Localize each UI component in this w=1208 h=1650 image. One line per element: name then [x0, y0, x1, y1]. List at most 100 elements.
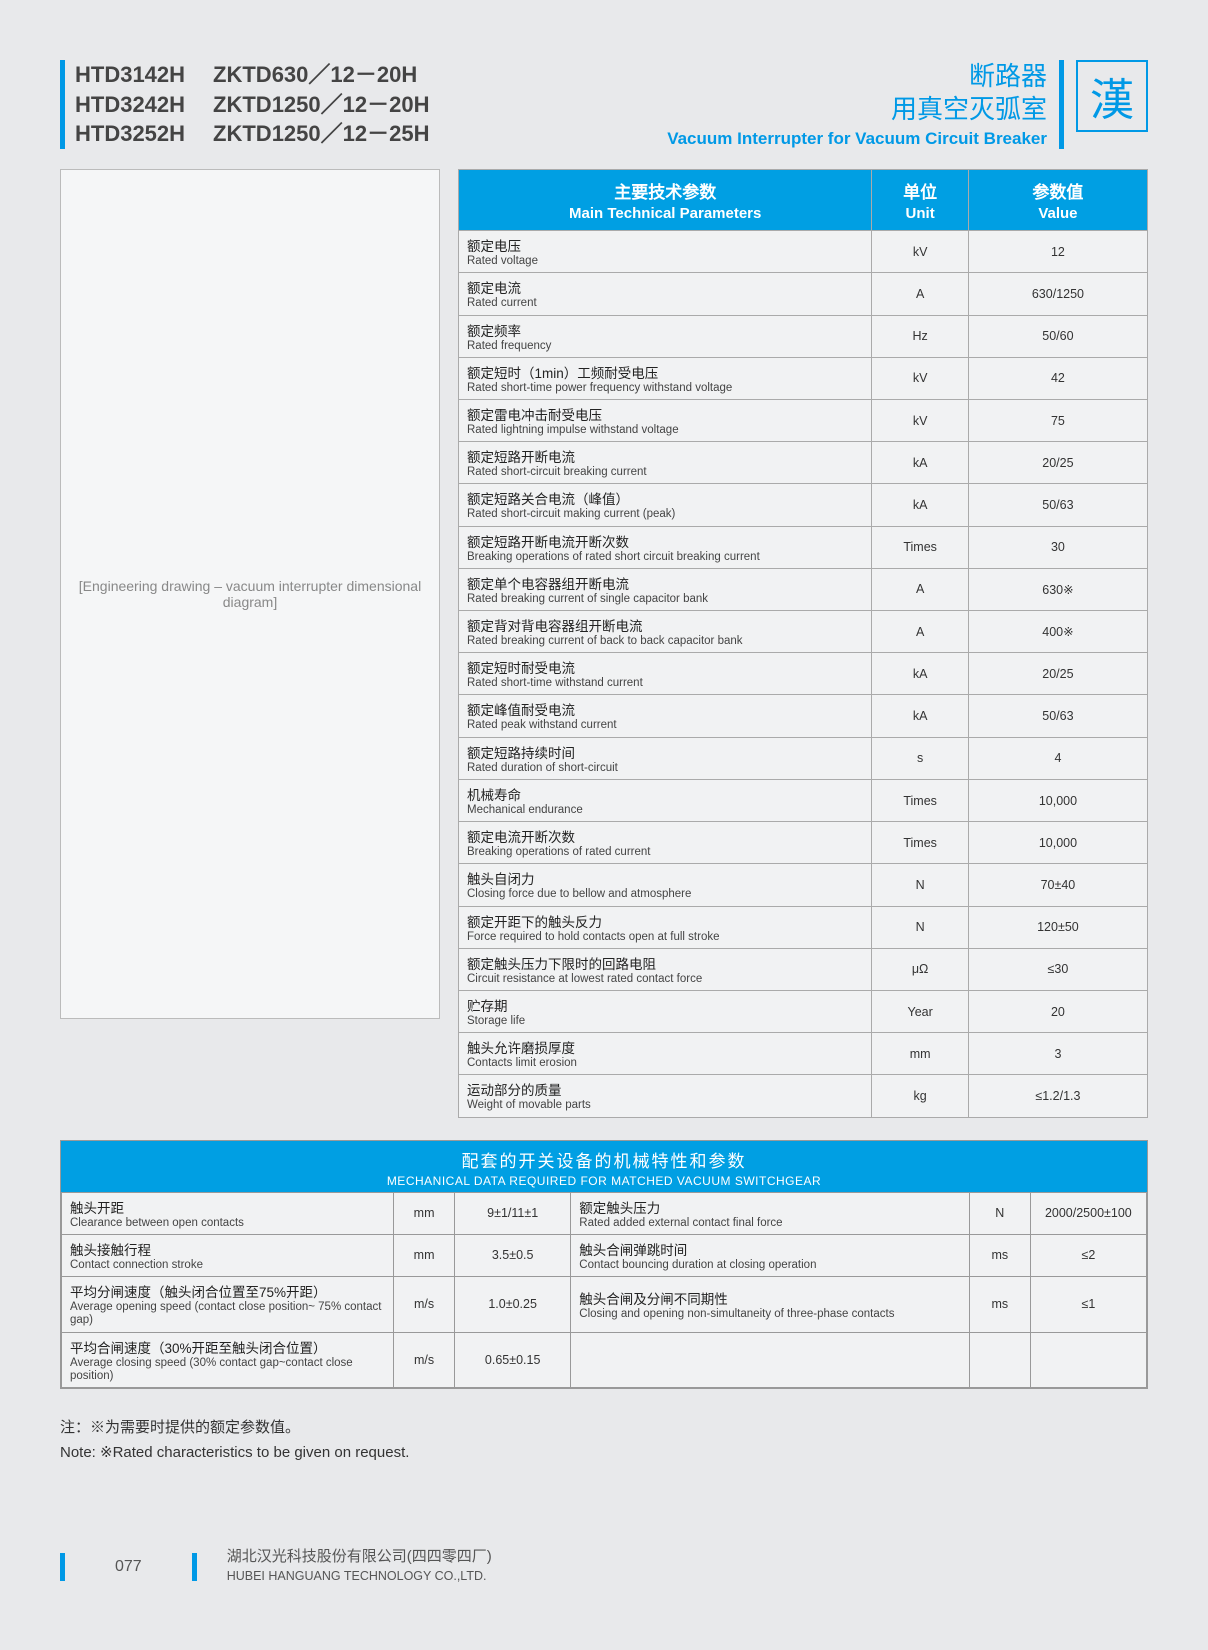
param-value: 20 [968, 991, 1147, 1033]
page-footer: 077 湖北汉光科技股份有限公司(四四零四厂) HUBEI HANGUANG T… [60, 1548, 1148, 1586]
table-row: 额定短时（1min）工频耐受电压Rated short-time power f… [459, 357, 1148, 399]
title-cn-line: 用真空灭弧室 [667, 93, 1047, 126]
param-unit: kA [872, 695, 968, 737]
param-unit: Times [872, 526, 968, 568]
mech-unit: mm [394, 1192, 455, 1234]
header: HTD3142HZKTD630／12－20H HTD3242HZKTD1250／… [60, 60, 1148, 149]
accent-bar-icon [60, 1553, 65, 1581]
param-value: 630/1250 [968, 273, 1147, 315]
mech-name: 触头合闸及分闸不同期性Closing and opening non-simul… [571, 1277, 970, 1332]
mech-name [571, 1332, 970, 1387]
params-col-header: 参数值Value [968, 170, 1147, 231]
mech-value: 0.65±0.15 [455, 1332, 571, 1387]
param-unit: Year [872, 991, 968, 1033]
title-en: Vacuum Interrupter for Vacuum Circuit Br… [667, 129, 1047, 149]
table-row: 额定频率Rated frequencyHz50/60 [459, 315, 1148, 357]
param-value: 50/63 [968, 695, 1147, 737]
mech-unit: ms [969, 1234, 1030, 1276]
params-col-header: 主要技术参数Main Technical Parameters [459, 170, 872, 231]
mech-name: 额定触头压力Rated added external contact final… [571, 1192, 970, 1234]
table-row: 额定电流开断次数Breaking operations of rated cur… [459, 822, 1148, 864]
mech-unit: m/s [394, 1277, 455, 1332]
table-row: 额定短路开断电流开断次数Breaking operations of rated… [459, 526, 1148, 568]
accent-bar-icon [192, 1553, 197, 1581]
table-row: 额定单个电容器组开断电流Rated breaking current of si… [459, 568, 1148, 610]
param-value: 20/25 [968, 653, 1147, 695]
param-value: 120±50 [968, 906, 1147, 948]
table-row: 触头允许磨损厚度Contacts limit erosionmm3 [459, 1033, 1148, 1075]
table-row: 触头开距Clearance between open contactsmm9±1… [62, 1192, 1147, 1234]
param-unit: kV [872, 357, 968, 399]
param-unit: μΩ [872, 948, 968, 990]
param-unit: kA [872, 484, 968, 526]
mech-name: 触头合闸弹跳时间Contact bouncing duration at clo… [571, 1234, 970, 1276]
mech-value: ≤1 [1030, 1277, 1146, 1332]
param-name: 额定频率Rated frequency [459, 315, 872, 357]
param-value: 4 [968, 737, 1147, 779]
param-name: 额定峰值耐受电流Rated peak withstand current [459, 695, 872, 737]
table-row: 贮存期Storage lifeYear20 [459, 991, 1148, 1033]
param-name: 额定开距下的触头反力Force required to hold contact… [459, 906, 872, 948]
mech-name: 平均分闸速度（触头闭合位置至75%开距）Average opening spee… [62, 1277, 394, 1332]
mech-name: 平均合闸速度（30%开距至触头闭合位置）Average closing spee… [62, 1332, 394, 1387]
table-row: 额定短时耐受电流Rated short-time withstand curre… [459, 653, 1148, 695]
mech-unit: ms [969, 1277, 1030, 1332]
company-info: 湖北汉光科技股份有限公司(四四零四厂) HUBEI HANGUANG TECHN… [227, 1548, 492, 1586]
table-row: 额定峰值耐受电流Rated peak withstand currentkA50… [459, 695, 1148, 737]
param-unit: N [872, 906, 968, 948]
param-name: 额定雷电冲击耐受电压Rated lightning impulse withst… [459, 399, 872, 441]
mech-name: 触头开距Clearance between open contacts [62, 1192, 394, 1234]
table-row: 额定背对背电容器组开断电流Rated breaking current of b… [459, 611, 1148, 653]
note-cn: 注：※为需要时提供的额定参数值。 [60, 1415, 1148, 1441]
param-name: 贮存期Storage life [459, 991, 872, 1033]
table-row: 平均合闸速度（30%开距至触头闭合位置）Average closing spee… [62, 1332, 1147, 1387]
table-row: 额定短路开断电流Rated short-circuit breaking cur… [459, 442, 1148, 484]
model-list: HTD3142HZKTD630／12－20H HTD3242HZKTD1250／… [60, 60, 429, 149]
mech-value [1030, 1332, 1146, 1387]
param-unit: kg [872, 1075, 968, 1117]
table-row: 额定雷电冲击耐受电压Rated lightning impulse withst… [459, 399, 1148, 441]
param-unit: kA [872, 442, 968, 484]
param-value: 50/63 [968, 484, 1147, 526]
param-unit: kV [872, 231, 968, 273]
param-name: 额定短路开断电流开断次数Breaking operations of rated… [459, 526, 872, 568]
parameters-table: 主要技术参数Main Technical Parameters 单位Unit 参… [458, 169, 1148, 1118]
param-value: 30 [968, 526, 1147, 568]
param-unit: N [872, 864, 968, 906]
param-name: 额定电流Rated current [459, 273, 872, 315]
param-value: 3 [968, 1033, 1147, 1075]
param-unit: kV [872, 399, 968, 441]
table-row: 额定短路持续时间Rated duration of short-circuits… [459, 737, 1148, 779]
mechanical-table: 触头开距Clearance between open contactsmm9±1… [61, 1192, 1147, 1388]
table-row: 平均分闸速度（触头闭合位置至75%开距）Average opening spee… [62, 1277, 1147, 1332]
param-unit: kA [872, 653, 968, 695]
table-row: 触头接触行程Contact connection strokemm3.5±0.5… [62, 1234, 1147, 1276]
table-row: 额定触头压力下限时的回路电阻Circuit resistance at lowe… [459, 948, 1148, 990]
model-code: ZKTD1250／12－25H [213, 119, 429, 149]
page-number: 077 [95, 1558, 162, 1576]
param-value: 10,000 [968, 822, 1147, 864]
mech-unit [969, 1332, 1030, 1387]
drawing-placeholder: [Engineering drawing – vacuum interrupte… [60, 169, 440, 1019]
mech-name: 触头接触行程Contact connection stroke [62, 1234, 394, 1276]
note-en: Note: ※Rated characteristics to be given… [60, 1440, 1148, 1466]
mech-value: ≤2 [1030, 1234, 1146, 1276]
param-name: 额定背对背电容器组开断电流Rated breaking current of b… [459, 611, 872, 653]
param-name: 触头允许磨损厚度Contacts limit erosion [459, 1033, 872, 1075]
title-cn-line: 断路器 [667, 60, 1047, 93]
param-name: 额定短路开断电流Rated short-circuit breaking cur… [459, 442, 872, 484]
mech-value: 2000/2500±100 [1030, 1192, 1146, 1234]
model-code: HTD3242H [75, 90, 185, 120]
engineering-drawing: [Engineering drawing – vacuum interrupte… [60, 169, 440, 1118]
param-value: ≤30 [968, 948, 1147, 990]
param-name: 额定短路持续时间Rated duration of short-circuit [459, 737, 872, 779]
param-unit: s [872, 737, 968, 779]
param-name: 额定短时（1min）工频耐受电压Rated short-time power f… [459, 357, 872, 399]
notes: 注：※为需要时提供的额定参数值。 Note: ※Rated characteri… [60, 1415, 1148, 1466]
param-unit: Hz [872, 315, 968, 357]
param-unit: A [872, 611, 968, 653]
param-unit: A [872, 568, 968, 610]
mech-header: 配套的开关设备的机械特性和参数 MECHANICAL DATA REQUIRED… [61, 1141, 1147, 1192]
param-name: 额定短路关合电流（峰值）Rated short-circuit making c… [459, 484, 872, 526]
table-row: 额定电流Rated currentA630/1250 [459, 273, 1148, 315]
